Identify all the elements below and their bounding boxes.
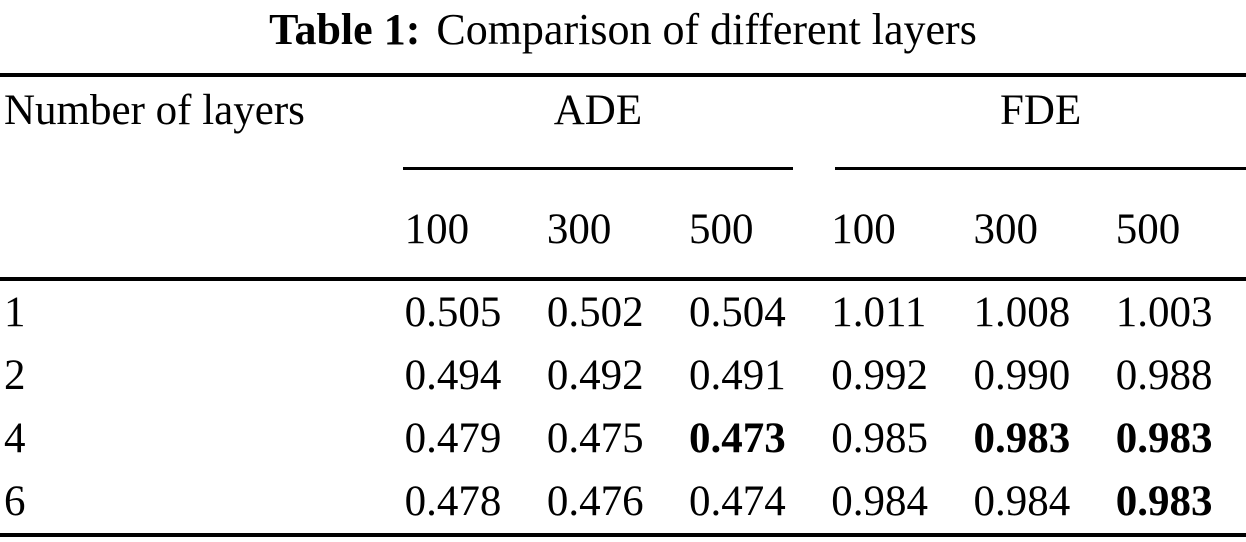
metric-value: 0.473 (689, 415, 786, 462)
caption-text: Comparison of different layers (436, 5, 977, 54)
metric-value: 0.476 (546, 478, 644, 525)
table-cell-value: 1.011 (819, 279, 961, 344)
table-cell-value: 0.984 (962, 470, 1104, 535)
col-group-fde: FDE (819, 75, 1246, 170)
metric-value: 0.985 (831, 415, 929, 462)
table-cell-value: 0.983 (1104, 470, 1246, 535)
row-header-number-of-layers: Number of layers (4, 87, 305, 134)
table-cell-value: 0.473 (677, 407, 819, 470)
comparison-table: Number of layers ADE FDE 100 300 500 100… (0, 73, 1246, 537)
table-cell-value: 0.983 (962, 407, 1104, 470)
caption-label: Table 1: (269, 5, 421, 54)
metric-value: 0.984 (831, 478, 929, 525)
header-group-row: Number of layers ADE FDE (0, 75, 1246, 170)
table-row: 4 0.479 0.475 0.473 0.985 0.983 0.983 (0, 407, 1246, 470)
table-cell-value: 0.504 (677, 279, 819, 344)
table-cell-value: 0.985 (819, 407, 961, 470)
table-cell-value: 0.502 (535, 279, 677, 344)
table-cell-value: 0.990 (962, 344, 1104, 407)
col-group-fde-label: FDE (835, 87, 1246, 170)
metric-value: 0.988 (1115, 352, 1213, 399)
table-cell-value: 0.505 (393, 279, 535, 344)
col-group-ade: ADE (393, 75, 820, 170)
metric-value: 0.983 (1115, 478, 1213, 525)
metric-value: 1.003 (1115, 289, 1213, 336)
table-cell-value: 0.475 (535, 407, 677, 470)
metric-value: 0.983 (1115, 415, 1213, 462)
metric-value: 0.502 (546, 289, 644, 336)
metric-value: 0.492 (546, 352, 644, 399)
table-cell-value: 0.984 (819, 470, 961, 535)
table-cell-value: 0.494 (393, 344, 535, 407)
subcol-header-ade-100: 100 (404, 206, 470, 253)
table-row: 2 0.494 0.492 0.491 0.992 0.990 0.988 (0, 344, 1246, 407)
metric-value: 0.479 (404, 415, 502, 462)
metric-value: 0.478 (404, 478, 502, 525)
row-label: 4 (4, 415, 26, 462)
metric-value: 0.505 (404, 289, 502, 336)
subcol-header-ade-300: 300 (546, 206, 612, 253)
table-caption: Table 1: Comparison of different layers (0, 0, 1246, 54)
table-cell-value: 0.479 (393, 407, 535, 470)
subcol-header-fde-100: 100 (831, 206, 896, 253)
metric-value: 1.008 (973, 289, 1071, 336)
metric-value: 1.011 (831, 289, 927, 336)
table-cell-value: 0.492 (535, 344, 677, 407)
metric-value: 0.990 (973, 352, 1071, 399)
table-row: 6 0.478 0.476 0.474 0.984 0.984 0.983 (0, 470, 1246, 535)
subcol-header-fde-500: 500 (1115, 206, 1181, 253)
metric-value: 0.983 (973, 415, 1071, 462)
table-cell-value: 0.476 (535, 470, 677, 535)
table-cell-value: 0.474 (677, 470, 819, 535)
table-cell-value: 0.983 (1104, 407, 1246, 470)
table-cell-value: 0.478 (393, 470, 535, 535)
table-cell-value: 1.003 (1104, 279, 1246, 344)
metric-value: 0.491 (689, 352, 786, 399)
empty-header-cell (0, 170, 393, 279)
table-cell-value: 1.008 (962, 279, 1104, 344)
subcol-header-fde-300: 300 (973, 206, 1039, 253)
metric-value: 0.992 (831, 352, 929, 399)
metric-value: 0.474 (689, 478, 786, 525)
metric-value: 0.475 (546, 415, 644, 462)
row-label: 2 (4, 352, 26, 399)
metric-value: 0.504 (689, 289, 786, 336)
table-cell-value: 0.988 (1104, 344, 1246, 407)
table-row: 1 0.505 0.502 0.504 1.011 1.008 1.003 (0, 279, 1246, 344)
subcol-header-ade-500: 500 (689, 206, 754, 253)
row-label: 1 (4, 289, 26, 336)
col-group-ade-label: ADE (402, 87, 794, 170)
table-cell-value: 0.992 (819, 344, 961, 407)
metric-value: 0.984 (973, 478, 1071, 525)
header-subcol-row: 100 300 500 100 300 500 (0, 170, 1246, 279)
metric-value: 0.494 (404, 352, 502, 399)
table-cell-value: 0.491 (677, 344, 819, 407)
row-label: 6 (4, 478, 26, 525)
